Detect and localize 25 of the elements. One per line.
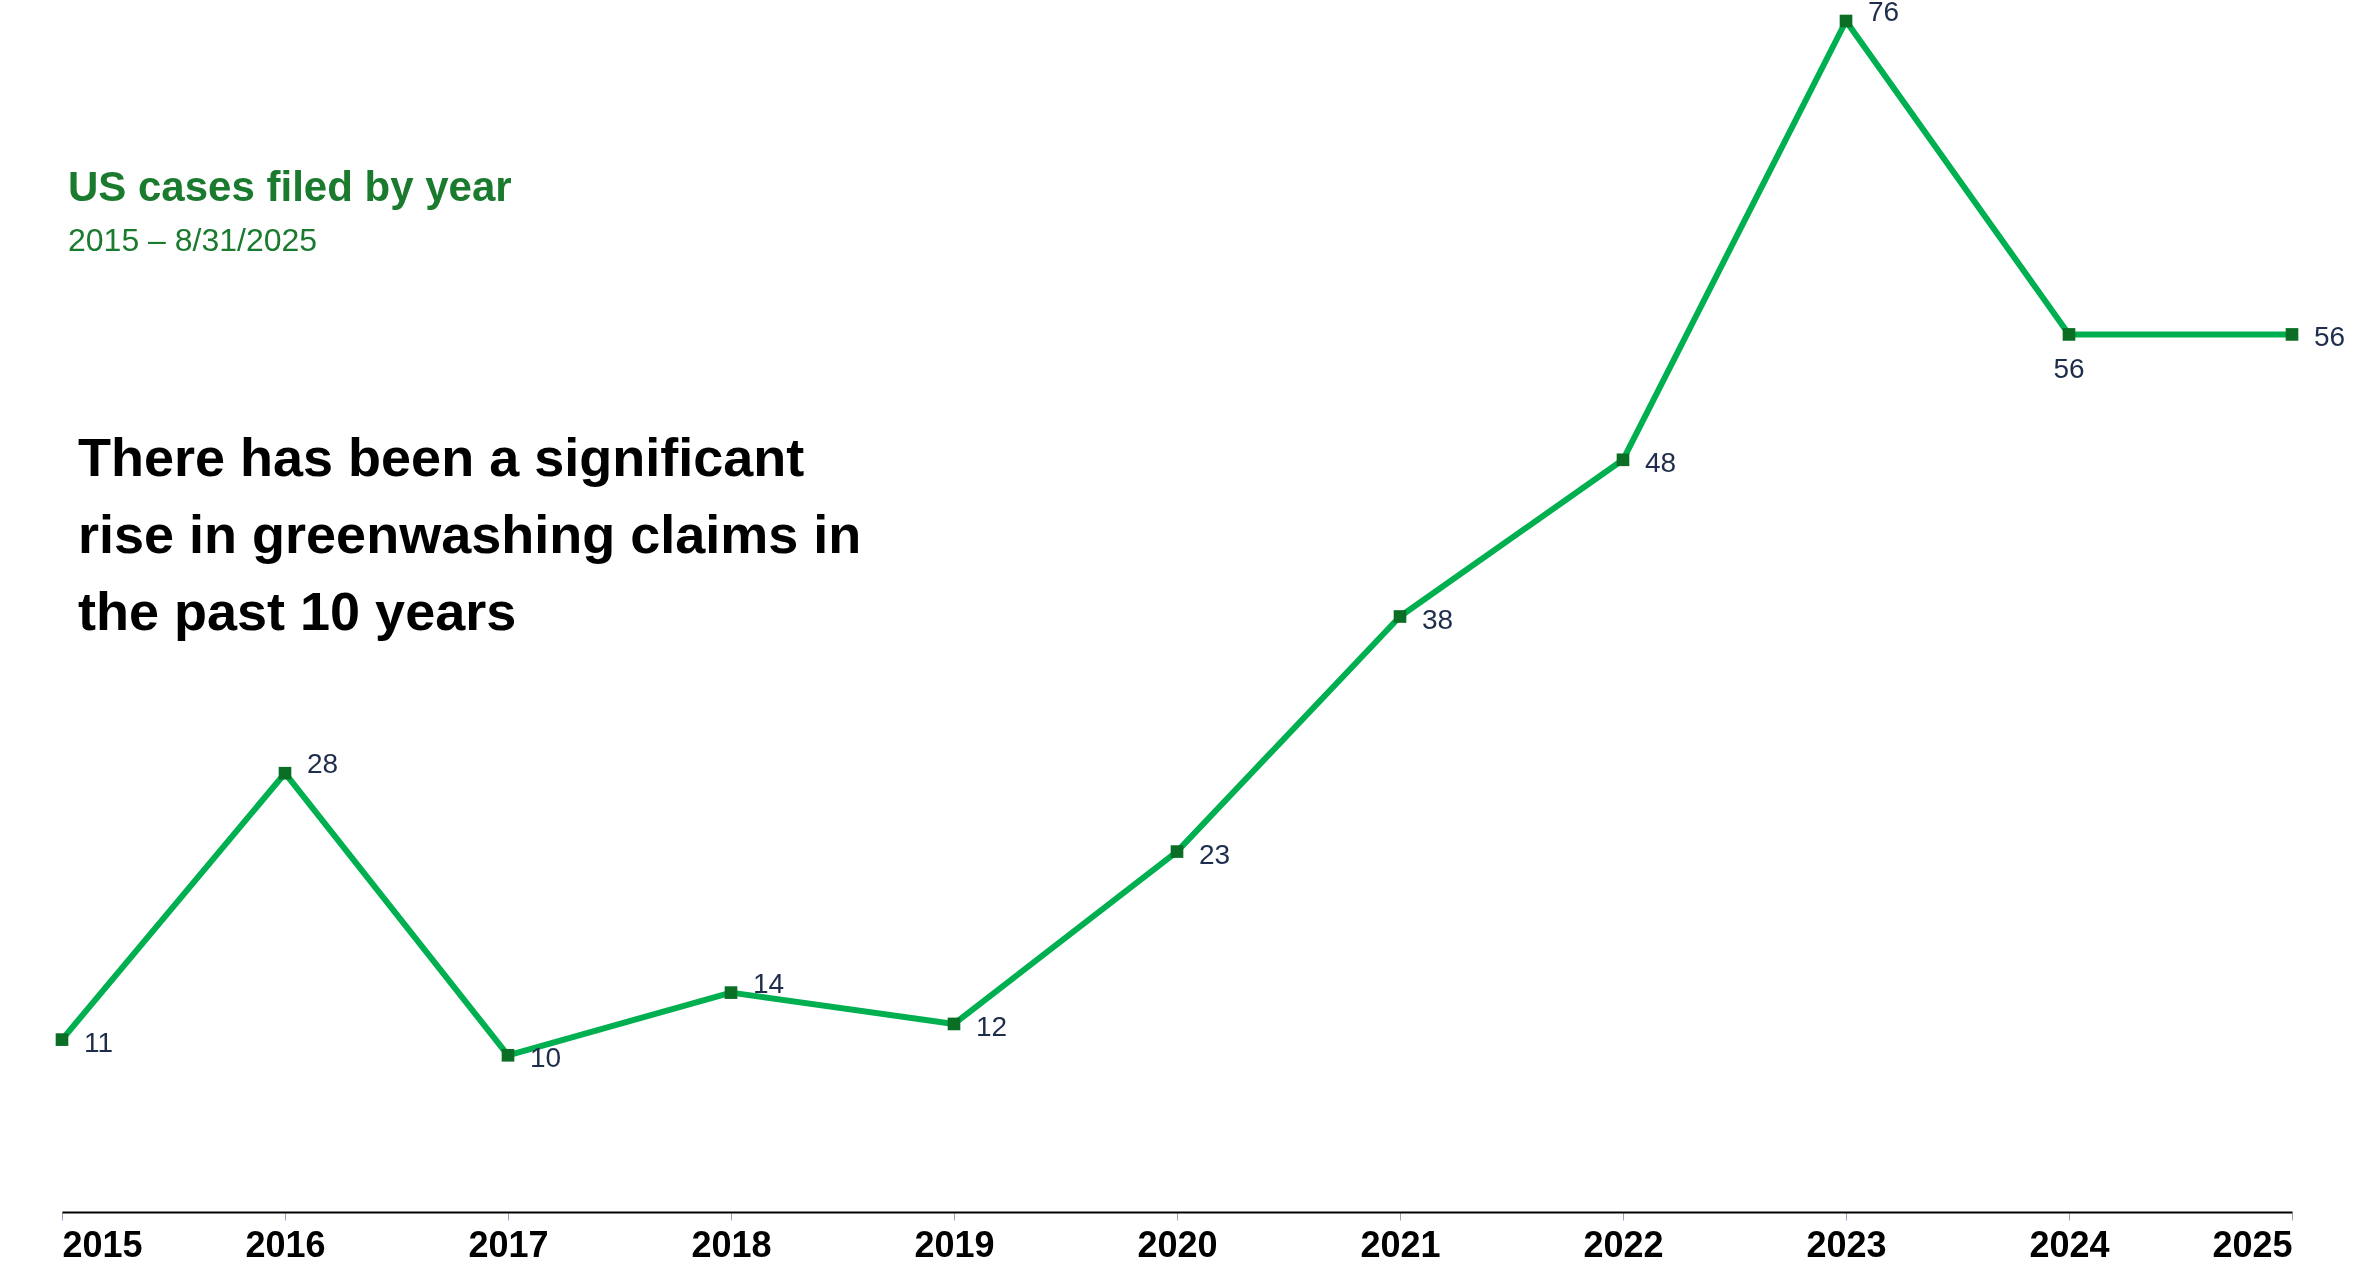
data-label: 56 xyxy=(2053,353,2085,385)
data-label: 28 xyxy=(307,748,339,780)
text: US cases filed by year xyxy=(68,163,512,210)
data-label: 10 xyxy=(530,1042,562,1074)
data-label: 38 xyxy=(1422,603,1454,635)
x-tick-label: 2025 xyxy=(2212,1223,2293,1265)
x-tick-label: 2015 xyxy=(62,1223,143,1265)
x-tick-label: 2018 xyxy=(691,1223,772,1265)
data-label: 48 xyxy=(1645,446,1677,478)
data-label: 56 xyxy=(2314,321,2346,353)
text: 2015 – 8/31/2025 xyxy=(68,222,318,258)
data-label: 11 xyxy=(84,1026,114,1058)
x-tick-label: 2016 xyxy=(245,1223,326,1265)
annotation: There has been a significant rise in greenwashing claims in the past 10 years xyxy=(78,427,862,641)
data-label: 14 xyxy=(753,967,785,999)
data-label: 12 xyxy=(976,1010,1008,1042)
x-tick-label: 2019 xyxy=(914,1223,995,1265)
x-tick-label: 2022 xyxy=(1583,1223,1664,1265)
x-tick-label: 2020 xyxy=(1137,1223,1218,1265)
x-tick-label: 2021 xyxy=(1360,1223,1441,1265)
data-label: 76 xyxy=(1868,0,1900,27)
x-tick-label: 2023 xyxy=(1806,1223,1887,1265)
x-tick-label: 2017 xyxy=(468,1223,549,1265)
data-label: 23 xyxy=(1199,838,1231,870)
x-tick-label: 2024 xyxy=(2029,1223,2110,1265)
